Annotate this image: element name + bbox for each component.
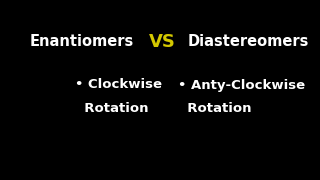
Text: Rotation: Rotation: [75, 102, 148, 114]
Text: • Anty-Clockwise: • Anty-Clockwise: [178, 78, 305, 91]
Text: Rotation: Rotation: [178, 102, 252, 114]
Text: • Clockwise: • Clockwise: [75, 78, 162, 91]
Text: VS: VS: [148, 33, 175, 51]
Text: Diastereomers: Diastereomers: [187, 35, 309, 50]
Text: Enantiomers: Enantiomers: [30, 35, 134, 50]
